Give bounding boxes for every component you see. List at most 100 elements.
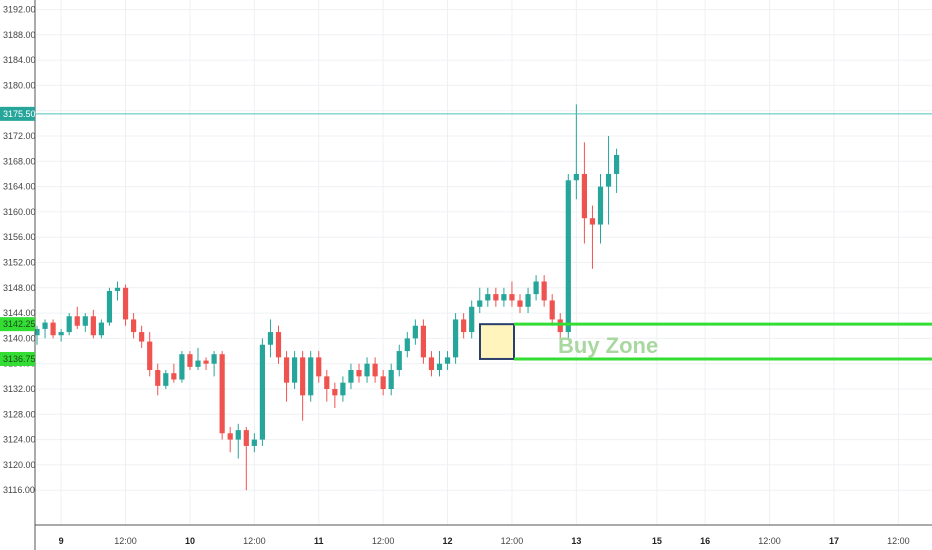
candle: [211, 351, 217, 377]
candle-body: [469, 306, 475, 333]
y-tick-label: 3184.00: [3, 55, 36, 65]
candle-body: [364, 363, 370, 377]
candle: [461, 313, 467, 339]
candle-body: [356, 370, 362, 377]
candle-body: [155, 370, 161, 386]
x-tick-label: 12:00: [501, 536, 524, 546]
candles-layer: [34, 104, 620, 491]
candle: [541, 275, 547, 307]
candle: [155, 363, 161, 396]
y-tick-label: 3180.00: [3, 80, 36, 90]
candle-body: [509, 294, 515, 301]
x-tick-label: 13: [571, 536, 581, 546]
candle: [122, 284, 129, 326]
candle: [477, 287, 483, 314]
candle: [106, 287, 113, 326]
zone-top-badge-bg: [0, 317, 35, 332]
candle: [219, 351, 225, 440]
candle-body: [74, 316, 80, 326]
y-tick-label: 3120.00: [3, 460, 36, 470]
candle: [251, 433, 257, 453]
candle-body: [235, 430, 241, 440]
candle-body: [372, 363, 378, 377]
candle: [436, 351, 443, 377]
candle-body: [493, 294, 499, 301]
candle: [308, 351, 314, 402]
candle: [557, 313, 563, 345]
candle-body: [211, 354, 217, 364]
x-tick-label: 11: [314, 536, 324, 546]
zone-top-badge-text: 3142.25: [3, 319, 36, 329]
candle-body: [195, 360, 201, 367]
candle: [614, 148, 620, 193]
candle-body: [219, 354, 225, 434]
zone-bottom-badge-bg: [0, 351, 35, 366]
candle-body: [525, 294, 531, 307]
candle-body: [420, 325, 426, 358]
candle-body: [283, 357, 290, 383]
candle: [340, 376, 346, 402]
candle-body: [179, 354, 185, 380]
candle-body: [203, 360, 209, 364]
x-tick-label: 10: [185, 536, 195, 546]
candle-body: [308, 357, 314, 396]
y-tick-label: 3148.00: [3, 283, 36, 293]
candle: [300, 351, 306, 421]
candle: [493, 287, 499, 307]
candle-body: [187, 354, 193, 367]
candle: [147, 332, 153, 377]
y-tick-label: 3164.00: [3, 182, 36, 192]
candle: [597, 173, 604, 244]
candle-body: [324, 376, 330, 390]
zone-label: Buy Zone: [558, 333, 658, 358]
candle: [444, 351, 451, 371]
candle-body: [251, 439, 257, 446]
candle-body: [388, 370, 394, 390]
candle: [74, 306, 80, 329]
candle-body: [139, 332, 145, 342]
candle: [501, 287, 507, 307]
candle-body: [340, 382, 346, 396]
y-tick-label: 3192.00: [3, 4, 36, 14]
zone-bottom-badge: 3136.75: [0, 351, 36, 366]
candle: [139, 325, 145, 348]
x-tick-label: 12:00: [887, 536, 910, 546]
candle-body: [461, 319, 467, 333]
x-tick-label: 12: [443, 536, 453, 546]
candle-body: [58, 332, 64, 336]
candle: [187, 351, 193, 371]
y-tick-label: 3124.00: [3, 435, 36, 445]
candle: [605, 135, 612, 225]
current-price-badge-bg: [0, 106, 35, 121]
candle: [485, 287, 491, 307]
x-tick-label: 12:00: [243, 536, 266, 546]
candle: [259, 338, 265, 446]
zone-box: [479, 323, 515, 360]
candle: [332, 382, 338, 408]
candle: [404, 332, 410, 358]
candle: [275, 325, 282, 364]
candle: [66, 313, 72, 336]
candle-body: [517, 300, 523, 307]
candle-body: [573, 173, 579, 181]
x-tick-label: 12:00: [372, 536, 395, 546]
candle-body: [98, 322, 104, 336]
candle: [58, 328, 64, 342]
candle: [98, 319, 104, 339]
buy-zone: [479, 322, 932, 361]
candle-body: [380, 376, 386, 390]
x-tick-label: 12:00: [114, 536, 137, 546]
candle-body: [541, 281, 547, 301]
y-tick-label: 3128.00: [3, 409, 36, 419]
candle-body: [259, 344, 265, 440]
candle: [131, 313, 137, 339]
candle: [114, 281, 121, 301]
candle-body: [404, 338, 410, 352]
candle: [195, 347, 201, 371]
candle: [42, 319, 48, 339]
candle-body: [501, 294, 507, 301]
candle: [396, 344, 402, 377]
candle-body: [348, 370, 354, 383]
candle: [171, 363, 177, 383]
